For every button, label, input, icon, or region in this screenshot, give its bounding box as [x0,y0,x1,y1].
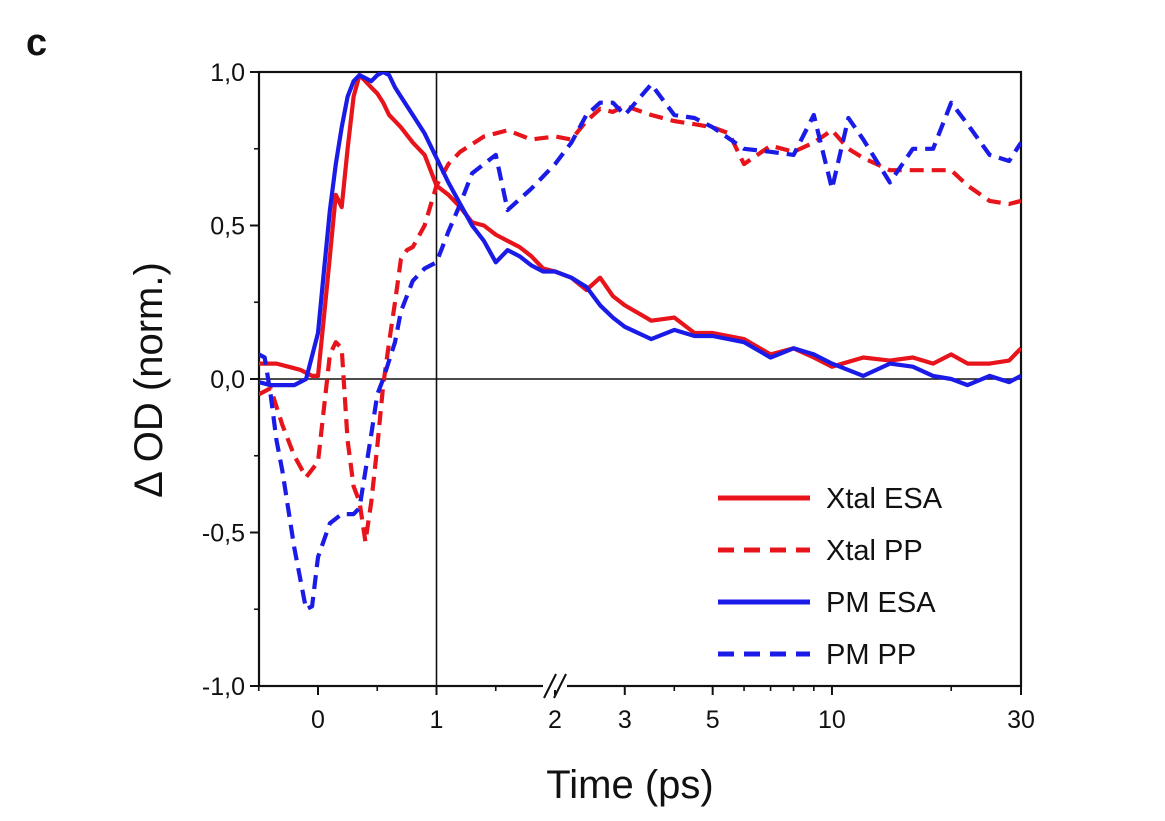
axis-break-slash [553,673,567,699]
x-axis-title: Time (ps) [546,763,713,807]
series-line-1 [259,72,1021,378]
x-tick-label: 10 [818,706,846,734]
legend-label-3: PM ESA [826,587,936,619]
legend: Xtal ESA Xtal PP PM ESA PM PP [718,483,943,671]
axis-ticks: -1,0 -0,5 0,0 0,5 1,0 0 1 2 3 5 10 30 [202,59,1035,734]
y-tick-label: -1,0 [202,673,245,701]
x-tick-label: 0 [311,706,325,734]
legend-label-2: Xtal PP [826,535,923,567]
legend-label-4: PM PP [826,639,916,671]
axis-break-slash [543,673,557,699]
series-layer [259,72,1021,612]
y-tick-label: 1,0 [210,59,245,87]
x-tick-label: 3 [618,706,632,734]
y-axis-title: Δ OD (norm.) [127,262,171,498]
x-tick-label: 2 [548,706,562,734]
series-line-2 [259,103,1021,544]
axis-break-mark [543,673,567,699]
x-tick-label: 30 [1007,706,1035,734]
series-line-3 [259,72,1021,388]
x-tick-label: 1 [430,706,444,734]
x-tick-label: 5 [706,706,720,734]
y-tick-label: 0,0 [210,366,245,394]
axis-break-gap [543,682,567,690]
y-tick-label: 0,5 [210,213,245,241]
y-tick-label: -0,5 [202,520,245,548]
panel-label: c [26,22,48,64]
series-line-4 [259,82,1021,612]
legend-label-1: Xtal ESA [826,483,943,515]
